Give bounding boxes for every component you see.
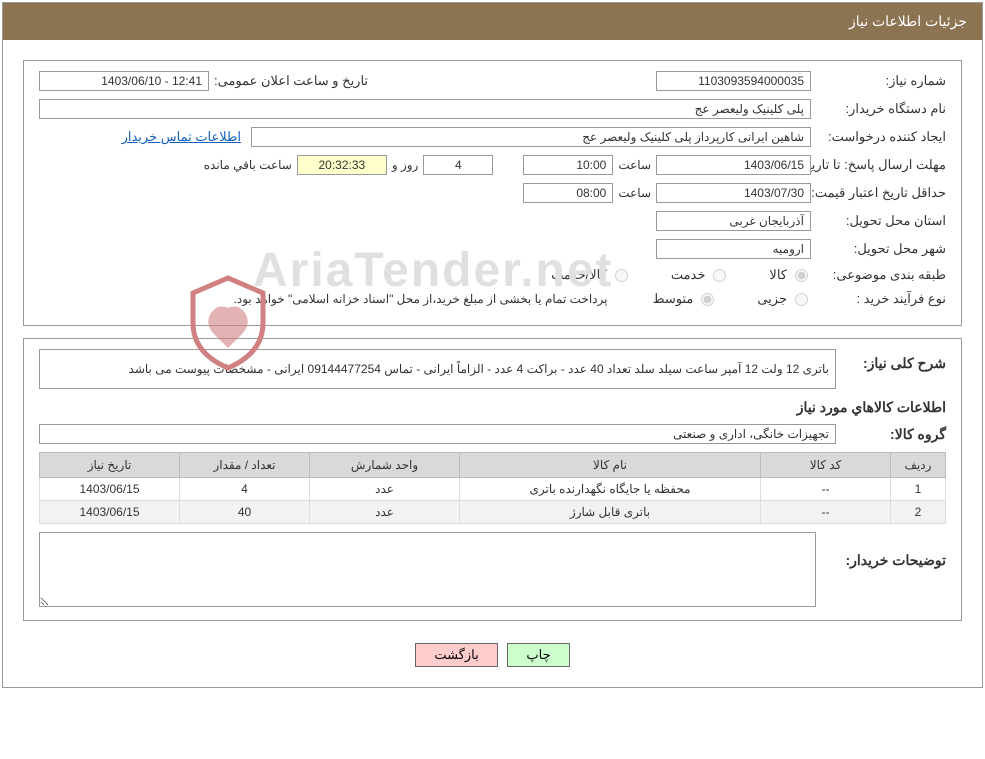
th-name: نام کالا <box>460 453 761 478</box>
cell-code: -- <box>761 478 891 501</box>
class-service-option: خدمت <box>671 267 730 283</box>
content-area: AriaTender.net شماره نیاز: 1103093594000… <box>3 40 982 687</box>
days-remaining-value: 4 <box>423 155 493 175</box>
cell-n: 2 <box>891 501 946 524</box>
subject-class-label: طبقه بندی موضوعی: <box>811 267 946 283</box>
announce-date-value: 12:41 - 1403/06/10 <box>39 71 209 91</box>
need-desc-value: باتری 12 ولت 12 آمپر ساعت سیلد سلد تعداد… <box>39 349 836 389</box>
row-delivery-province: استان محل تحویل: آذربایجان غربی <box>39 211 946 231</box>
table-row: 1 -- محفظه یا جایگاه نگهدارنده باتری عدد… <box>40 478 946 501</box>
price-validity-time-value: 08:00 <box>523 183 613 203</box>
need-number-label: شماره نیاز: <box>811 73 946 89</box>
delivery-city-value: ارومیه <box>656 239 811 259</box>
price-validity-date-value: 1403/07/30 <box>656 183 811 203</box>
main-container: جزئیات اطلاعات نیاز AriaTender.net شماره… <box>2 2 983 688</box>
cell-qty: 4 <box>180 478 310 501</box>
type-medium-radio[interactable] <box>701 293 714 306</box>
type-minor-option: جزیی <box>757 291 811 307</box>
row-need-desc: شرح کلی نیاز: باتری 12 ولت 12 آمپر ساعت … <box>39 349 946 389</box>
announce-date-label: تاریخ و ساعت اعلان عمومی: <box>209 73 368 89</box>
row-price-validity: حداقل تاریخ اعتبار قیمت: تا تاریخ: 1403/… <box>39 183 946 203</box>
class-goods-service-radio[interactable] <box>615 269 628 282</box>
cell-name: محفظه یا جایگاه نگهدارنده باتری <box>460 478 761 501</box>
info-section: شماره نیاز: 1103093594000035 تاریخ و ساع… <box>23 60 962 326</box>
table-header-row: ردیف کد کالا نام کالا واحد شمارش تعداد /… <box>40 453 946 478</box>
cell-name: باتری قابل شارژ <box>460 501 761 524</box>
goods-group-value: تجهیزات خانگی، اداری و صنعتی <box>39 424 836 444</box>
buyer-notes-label: توضیحات خریدار: <box>826 532 946 569</box>
buyer-notes-textarea[interactable] <box>39 532 816 607</box>
row-delivery-city: شهر محل تحویل: ارومیه <box>39 239 946 259</box>
row-requester: ایجاد کننده درخواست: شاهین ایرانی کارپرد… <box>39 127 946 147</box>
button-bar: چاپ بازگشت <box>23 633 962 677</box>
row-purchase-type: نوع فرآیند خرید : جزیی متوسط پرداخت تمام… <box>39 291 946 307</box>
th-date: تاریخ نیاز <box>40 453 180 478</box>
th-code: کد کالا <box>761 453 891 478</box>
row-subject-class: طبقه بندی موضوعی: کالا خدمت کالا/خدمت <box>39 267 946 283</box>
type-medium-option: متوسط <box>652 291 717 307</box>
cell-code: -- <box>761 501 891 524</box>
type-minor-radio[interactable] <box>795 293 808 306</box>
time-remaining-value: 20:32:33 <box>297 155 387 175</box>
deadline-label: مهلت ارسال پاسخ: تا تاریخ: <box>811 157 946 173</box>
need-section: شرح کلی نیاز: باتری 12 ولت 12 آمپر ساعت … <box>23 338 962 621</box>
class-goods-option: کالا <box>769 267 811 283</box>
cell-n: 1 <box>891 478 946 501</box>
payment-note: پرداخت تمام یا بخشی از مبلغ خرید،از محل … <box>229 292 613 306</box>
th-qty: تعداد / مقدار <box>180 453 310 478</box>
row-goods-group: گروه کالا: تجهیزات خانگی، اداری و صنعتی <box>39 424 946 444</box>
hour-label-2: ساعت <box>613 186 656 200</box>
class-goods-service-option: کالا/خدمت <box>551 267 631 283</box>
row-buyer-org: نام دستگاه خریدار: پلی کلینیک ولیعصر عج <box>39 99 946 119</box>
back-button[interactable]: بازگشت <box>415 643 497 667</box>
cell-unit: عدد <box>310 501 460 524</box>
buyer-org-value: پلی کلینیک ولیعصر عج <box>39 99 811 119</box>
cell-date: 1403/06/15 <box>40 501 180 524</box>
purchase-type-label: نوع فرآیند خرید : <box>811 291 946 307</box>
deadline-date-value: 1403/06/15 <box>656 155 811 175</box>
class-service-radio[interactable] <box>713 269 726 282</box>
th-row: ردیف <box>891 453 946 478</box>
cell-qty: 40 <box>180 501 310 524</box>
print-button[interactable]: چاپ <box>507 643 569 667</box>
cell-unit: عدد <box>310 478 460 501</box>
page-header: جزئیات اطلاعات نیاز <box>3 3 982 40</box>
delivery-province-value: آذربایجان غربی <box>656 211 811 231</box>
need-number-value: 1103093594000035 <box>656 71 811 91</box>
requester-label: ایجاد کننده درخواست: <box>811 129 946 145</box>
items-section-title: اطلاعات كالاهاي مورد نياز <box>39 399 946 416</box>
remaining-label: ساعت باقي مانده <box>199 158 297 172</box>
items-table: ردیف کد کالا نام کالا واحد شمارش تعداد /… <box>39 452 946 524</box>
buyer-org-label: نام دستگاه خریدار: <box>811 101 946 117</box>
price-validity-label: حداقل تاریخ اعتبار قیمت: تا تاریخ: <box>811 185 946 201</box>
days-label: روز و <box>387 158 424 172</box>
class-goods-radio[interactable] <box>795 269 808 282</box>
buyer-contact-link[interactable]: اطلاعات تماس خریدار <box>122 129 241 145</box>
deadline-time-value: 10:00 <box>523 155 613 175</box>
cell-date: 1403/06/15 <box>40 478 180 501</box>
need-desc-label: شرح کلی نیاز: <box>836 349 946 372</box>
delivery-province-label: استان محل تحویل: <box>811 213 946 229</box>
th-unit: واحد شمارش <box>310 453 460 478</box>
goods-group-label: گروه کالا: <box>836 426 946 443</box>
row-need-number: شماره نیاز: 1103093594000035 تاریخ و ساع… <box>39 71 946 91</box>
row-deadline: مهلت ارسال پاسخ: تا تاریخ: 1403/06/15 سا… <box>39 155 946 175</box>
requester-value: شاهین ایرانی کارپرداز پلی کلینیک ولیعصر … <box>251 127 811 147</box>
page-title: جزئیات اطلاعات نیاز <box>849 13 967 29</box>
hour-label-1: ساعت <box>613 158 656 172</box>
row-buyer-notes: توضیحات خریدار: <box>39 532 946 610</box>
table-row: 2 -- باتری قابل شارژ عدد 40 1403/06/15 <box>40 501 946 524</box>
buyer-notes-wrap <box>39 532 816 610</box>
delivery-city-label: شهر محل تحویل: <box>811 241 946 257</box>
